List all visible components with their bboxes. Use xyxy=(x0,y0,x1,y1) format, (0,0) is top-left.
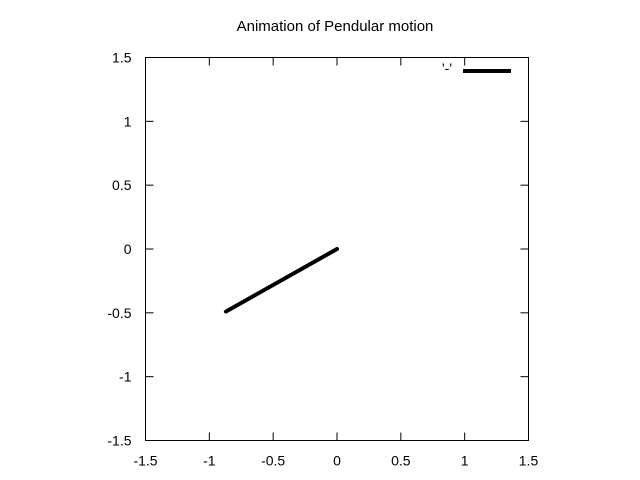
chart-title: Animation of Pendular motion xyxy=(237,18,434,35)
x-tick-label: 1 xyxy=(461,453,469,469)
x-tick-label: 0 xyxy=(333,453,341,469)
y-tick-label: 0.5 xyxy=(112,177,132,193)
legend-label: '-' xyxy=(442,60,452,76)
pendulum-rod-line xyxy=(223,247,339,314)
y-tick-label: 1 xyxy=(124,113,132,129)
axis-ticks xyxy=(145,57,529,441)
x-tick-label: 0.5 xyxy=(391,453,411,469)
legend: '-' xyxy=(442,60,511,76)
data-series xyxy=(223,247,339,314)
y-tick-label: -0.5 xyxy=(107,305,131,321)
x-tick-label: 1.5 xyxy=(519,453,539,469)
x-tick-label: -1 xyxy=(203,453,216,469)
x-tick-label: -0.5 xyxy=(261,453,285,469)
axis-tick-labels: -1.5 -1 -0.5 0 0.5 1 1.5 -1.5 -1 -0.5 0 0.5 1 1.5 xyxy=(107,50,538,469)
y-tick-label: 0 xyxy=(124,241,132,257)
y-tick-label: 1.5 xyxy=(112,50,132,66)
y-tick-label: -1 xyxy=(119,369,132,385)
x-tick-label: -1.5 xyxy=(133,453,157,469)
y-tick-label: -1.5 xyxy=(107,433,131,449)
